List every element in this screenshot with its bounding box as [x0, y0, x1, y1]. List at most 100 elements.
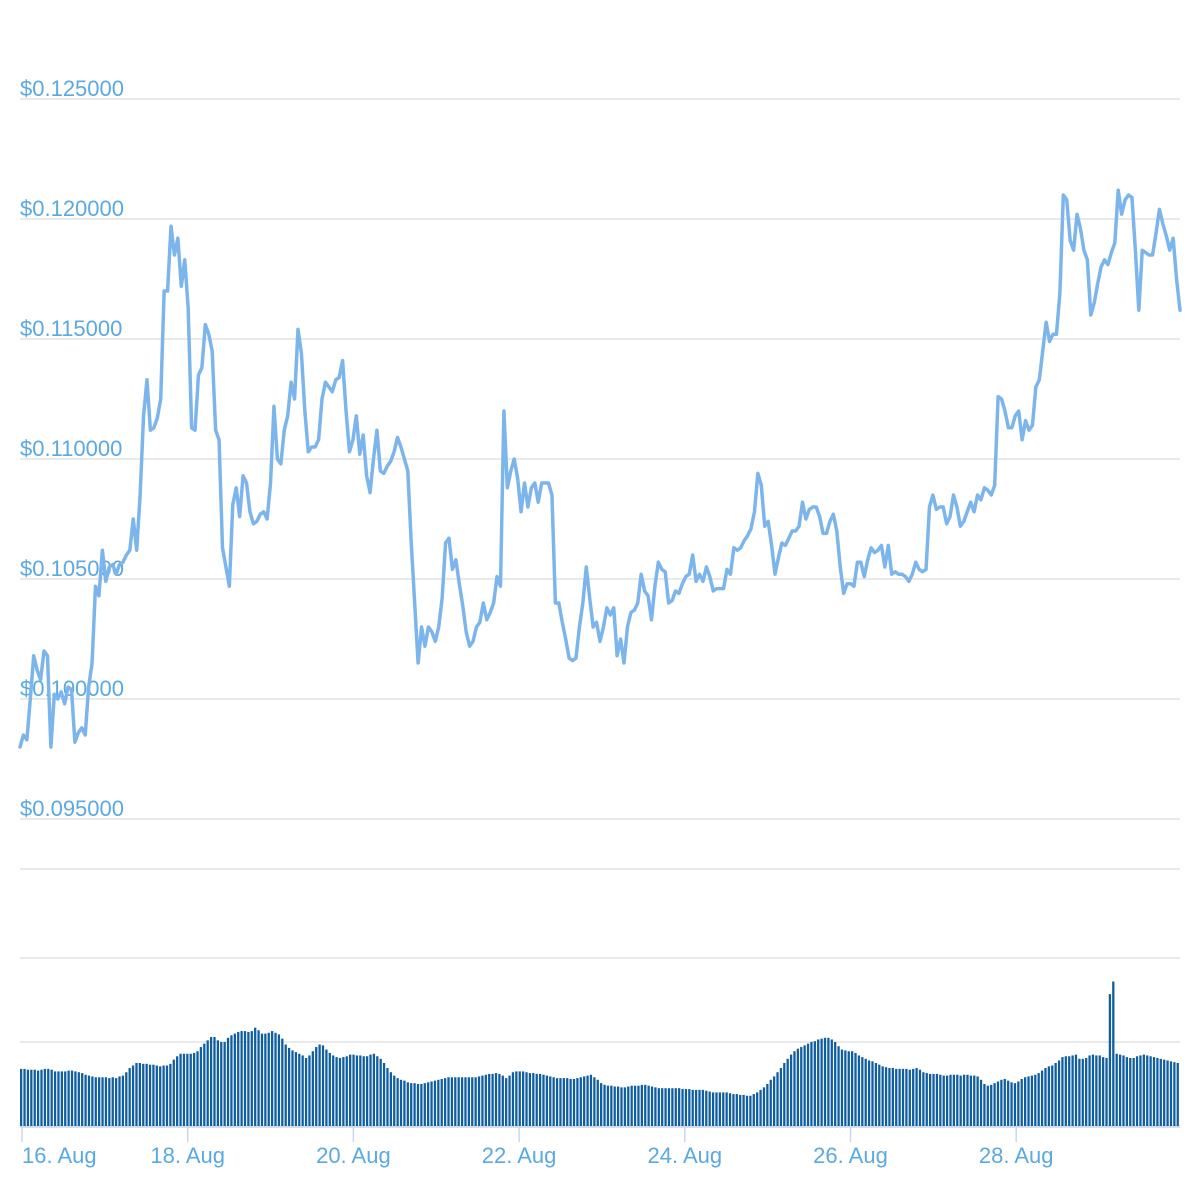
- volume-bar: [545, 1075, 549, 1126]
- volume-bar: [50, 1069, 53, 1126]
- volume-bar: [654, 1087, 657, 1126]
- volume-bar: [396, 1078, 399, 1126]
- volume-bar: [1159, 1058, 1162, 1126]
- volume-bar: [342, 1057, 345, 1126]
- volume-bar: [566, 1078, 569, 1126]
- volume-bar: [511, 1072, 515, 1126]
- volume-bar: [186, 1053, 189, 1126]
- volume-bar: [382, 1063, 386, 1126]
- volume-bar: [711, 1092, 715, 1126]
- volume-bar: [817, 1039, 820, 1126]
- volume-bar: [213, 1036, 216, 1126]
- volume-bar: [43, 1068, 47, 1126]
- volume-bar: [616, 1086, 620, 1126]
- volume-bar: [471, 1077, 474, 1126]
- volume-bar: [684, 1089, 688, 1126]
- volume-bar: [718, 1092, 721, 1126]
- volume-bar: [569, 1078, 572, 1126]
- volume-bar: [332, 1055, 335, 1126]
- volume-bar: [277, 1034, 281, 1126]
- volume-bar: [1139, 1055, 1142, 1126]
- volume-bar: [664, 1088, 667, 1126]
- volume-bar: [671, 1088, 674, 1126]
- volume-bar: [1047, 1066, 1051, 1126]
- volume-bar: [1037, 1073, 1040, 1126]
- volume-bar: [226, 1037, 230, 1126]
- volume-bar: [708, 1091, 711, 1126]
- x-tick-label: 28. Aug: [979, 1143, 1054, 1168]
- x-tick-label: 26. Aug: [813, 1143, 888, 1168]
- volume-bar: [36, 1070, 40, 1126]
- volume-bar: [365, 1056, 369, 1126]
- volume-bar: [945, 1075, 949, 1126]
- volume-bar: [40, 1069, 43, 1126]
- volume-bar: [745, 1095, 749, 1126]
- volume-bar: [430, 1081, 433, 1126]
- volume-bar: [298, 1053, 301, 1126]
- volume-bar: [572, 1078, 576, 1126]
- volume-bar: [881, 1066, 884, 1126]
- x-tick-label: 24. Aug: [647, 1143, 722, 1168]
- volume-bar: [630, 1085, 633, 1126]
- volume-bar: [1017, 1081, 1020, 1126]
- volume-bar: [1115, 1053, 1118, 1126]
- volume-bar: [939, 1074, 942, 1126]
- volume-bar: [264, 1033, 267, 1126]
- volume-bar: [216, 1040, 220, 1126]
- volume-bar: [328, 1052, 331, 1126]
- volume-bar: [688, 1089, 691, 1126]
- volume-bar: [1091, 1054, 1095, 1126]
- volume-bar: [355, 1055, 359, 1126]
- volume-bar: [1013, 1083, 1017, 1126]
- volume-bar: [427, 1082, 430, 1126]
- volume-bar: [128, 1068, 131, 1126]
- volume-bar: [321, 1045, 325, 1126]
- volume-bar: [583, 1076, 586, 1126]
- volume-bar: [1051, 1065, 1054, 1126]
- volume-bar: [840, 1049, 844, 1126]
- volume-bar: [284, 1044, 287, 1126]
- volume-bar: [850, 1051, 854, 1126]
- volume-bar: [1152, 1057, 1156, 1126]
- volume-bar: [789, 1054, 793, 1126]
- volume-bar: [169, 1063, 172, 1126]
- volume-bar: [101, 1077, 104, 1126]
- volume-bar: [111, 1077, 114, 1126]
- volume-bar: [352, 1054, 355, 1126]
- volume-bar: [1007, 1080, 1010, 1126]
- volume-bar: [810, 1042, 813, 1126]
- volume-bar: [410, 1083, 413, 1126]
- volume-bar: [142, 1063, 145, 1126]
- volume-bar: [589, 1074, 593, 1126]
- volume-bar: [192, 1052, 196, 1126]
- volume-bar: [125, 1072, 128, 1126]
- volume-bar: [834, 1042, 837, 1126]
- volume-bar: [433, 1080, 437, 1126]
- volume-bar: [484, 1074, 487, 1126]
- volume-bar: [53, 1071, 57, 1126]
- volume-bar: [722, 1092, 725, 1126]
- volume-bar: [518, 1071, 521, 1126]
- volume-bar: [952, 1074, 956, 1126]
- volume-bar: [962, 1074, 966, 1126]
- volume-bar: [182, 1053, 186, 1126]
- volume-bar: [250, 1031, 253, 1126]
- volume-bar: [488, 1073, 491, 1126]
- volume-bar: [98, 1077, 101, 1126]
- volume-bar: [74, 1071, 77, 1126]
- volume-bar: [983, 1084, 986, 1126]
- volume-bar: [725, 1092, 728, 1126]
- volume-bar: [1166, 1060, 1169, 1126]
- volume-bar: [776, 1072, 779, 1126]
- x-tick-label: 18. Aug: [150, 1143, 225, 1168]
- volume-bar: [359, 1055, 362, 1126]
- volume-bar: [986, 1085, 989, 1126]
- volume-bar: [525, 1072, 528, 1126]
- volume-bar: [376, 1056, 379, 1126]
- volume-bar: [498, 1073, 501, 1126]
- volume-bar: [220, 1042, 223, 1126]
- volume-bar: [1129, 1057, 1132, 1126]
- volume-bar: [1057, 1060, 1061, 1126]
- volume-bar: [1040, 1070, 1044, 1126]
